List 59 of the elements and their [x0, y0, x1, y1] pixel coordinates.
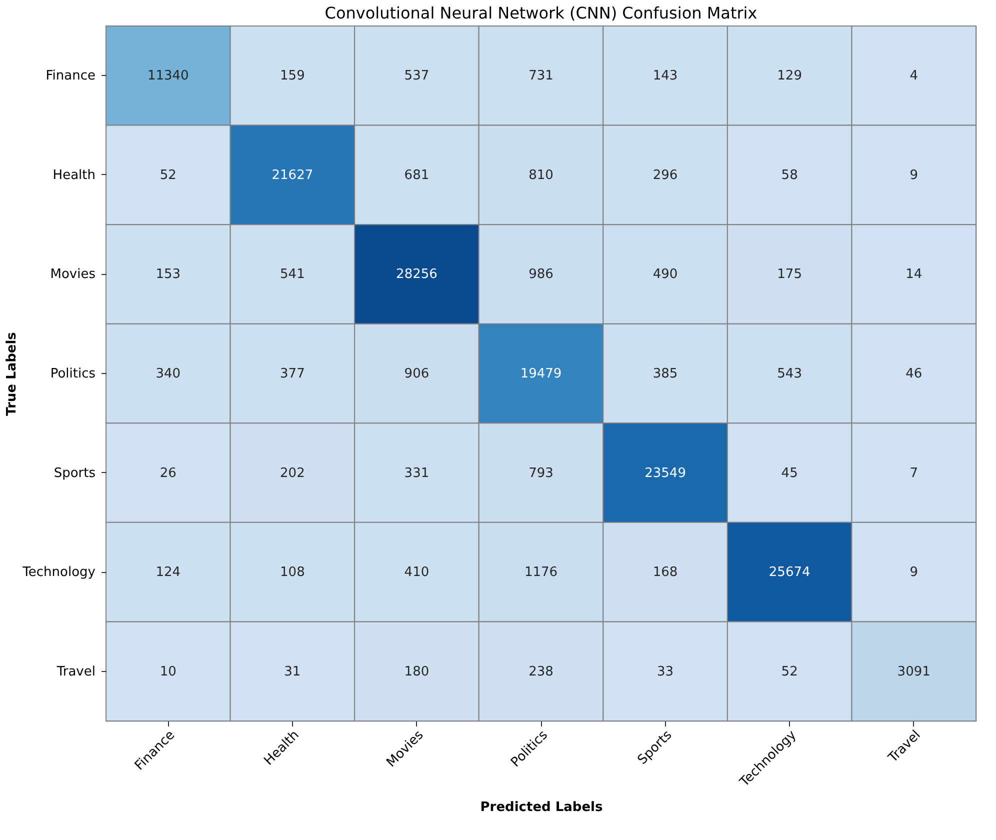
- data-label: 731: [528, 68, 554, 84]
- data-label: 11340: [147, 68, 189, 84]
- data-label: 33: [657, 664, 674, 680]
- y-tick-label: Travel: [56, 664, 96, 680]
- data-label: 296: [652, 168, 678, 183]
- y-tick-label: Technology: [22, 565, 96, 580]
- data-label: 10: [160, 664, 176, 680]
- data-label: 175: [777, 267, 802, 282]
- data-label: 124: [156, 565, 181, 580]
- data-label: 159: [280, 68, 305, 84]
- data-label: 410: [404, 565, 430, 580]
- data-label: 7: [910, 466, 918, 481]
- data-label: 26: [160, 466, 176, 481]
- y-tick-label: Finance: [46, 68, 96, 84]
- data-label: 9: [910, 168, 918, 183]
- data-label: 490: [652, 267, 678, 282]
- data-label: 108: [280, 565, 305, 580]
- data-label: 681: [404, 168, 430, 183]
- data-label: 543: [777, 366, 802, 382]
- data-label: 25674: [768, 565, 810, 580]
- data-label: 340: [156, 366, 181, 382]
- data-label: 19479: [520, 366, 562, 382]
- data-label: 4: [910, 68, 918, 84]
- y-tick-label: Sports: [54, 466, 96, 481]
- data-label: 906: [404, 366, 430, 382]
- data-label: 168: [652, 565, 678, 580]
- data-label: 9: [910, 565, 918, 580]
- data-label: 1176: [524, 565, 558, 580]
- data-label: 541: [280, 267, 305, 282]
- data-label: 986: [528, 267, 554, 282]
- y-tick-label: Health: [52, 168, 96, 183]
- data-label: 58: [781, 168, 798, 183]
- data-label: 331: [404, 466, 430, 481]
- data-label: 153: [156, 267, 181, 282]
- data-label: 537: [404, 68, 430, 84]
- data-label: 202: [280, 466, 305, 481]
- data-label: 377: [280, 366, 305, 382]
- chart-title: Convolutional Neural Network (CNN) Confusion Matrix: [324, 4, 758, 22]
- data-label: 31: [284, 664, 301, 680]
- data-label: 46: [906, 366, 922, 382]
- data-label: 143: [652, 68, 678, 84]
- data-label: 180: [404, 664, 430, 680]
- y-tick-label: Politics: [50, 366, 96, 382]
- data-label: 793: [528, 466, 554, 481]
- y-tick-label: Movies: [50, 267, 96, 282]
- data-label: 14: [906, 267, 922, 282]
- data-label: 52: [781, 664, 798, 680]
- data-label: 52: [160, 168, 176, 183]
- data-label: 23549: [644, 466, 686, 481]
- data-label: 45: [781, 466, 798, 481]
- data-label: 385: [652, 366, 678, 382]
- x-axis-title: Predicted Labels: [480, 800, 603, 816]
- data-label: 810: [528, 168, 554, 183]
- data-label: 3091: [897, 664, 930, 680]
- y-axis-title: True Labels: [4, 332, 20, 416]
- data-label: 238: [528, 664, 554, 680]
- data-label: 28256: [396, 267, 438, 282]
- data-label: 129: [777, 68, 802, 84]
- data-label: 21627: [272, 168, 314, 183]
